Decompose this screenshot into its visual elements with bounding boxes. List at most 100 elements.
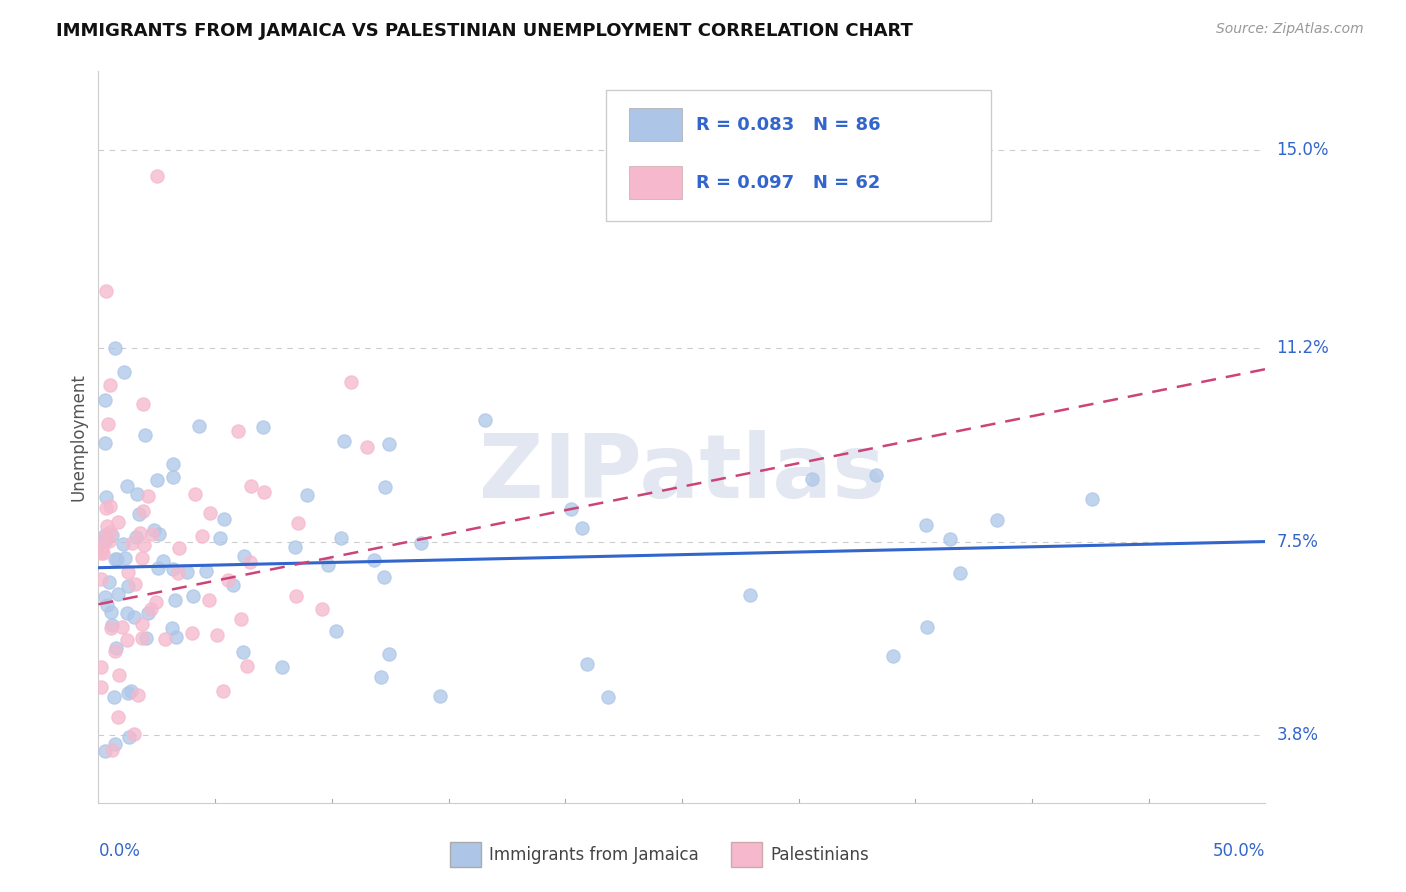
Point [91, 546, 114, 560]
Point [124, 576, 146, 591]
Point [253, 485, 276, 500]
Point [915, 620, 938, 634]
Point [132, 397, 155, 411]
Point [209, 531, 232, 545]
Point [90, 681, 112, 695]
Point [120, 684, 142, 698]
Point [101, 617, 124, 632]
Point [575, 657, 598, 672]
Point [94, 590, 117, 604]
Point [148, 561, 170, 575]
Point [101, 528, 124, 542]
Point [104, 737, 127, 751]
Point [222, 578, 245, 592]
Text: Palestinians: Palestinians [770, 846, 869, 863]
Point [146, 169, 169, 183]
Point [232, 645, 254, 659]
Point [239, 555, 262, 569]
Point [165, 631, 187, 645]
Point [233, 549, 256, 563]
Point [378, 647, 401, 661]
Point [1081, 491, 1104, 506]
Point [167, 541, 190, 555]
Point [129, 526, 152, 541]
Point [160, 621, 183, 635]
Point [181, 589, 204, 603]
Point [96, 518, 118, 533]
Point [986, 514, 1008, 528]
Point [195, 564, 218, 578]
Point [118, 731, 141, 745]
Point [284, 590, 307, 604]
Text: 0.0%: 0.0% [98, 842, 141, 860]
Point [94, 284, 117, 298]
Point [148, 527, 170, 541]
Point [94, 436, 117, 450]
Point [94, 534, 117, 549]
Point [283, 540, 305, 554]
Point [191, 529, 214, 543]
Point [131, 631, 153, 645]
Point [124, 610, 146, 624]
Point [143, 524, 166, 538]
Point [949, 566, 972, 581]
Point [217, 573, 239, 587]
Point [131, 551, 153, 566]
Point [98, 500, 121, 514]
Point [98, 525, 121, 540]
Point [98, 574, 121, 589]
Point [188, 419, 211, 434]
Point [117, 579, 139, 593]
Point [146, 473, 169, 487]
Point [94, 392, 117, 407]
Point [107, 587, 129, 601]
Point [162, 562, 184, 576]
Text: Immigrants from Jamaica: Immigrants from Jamaica [489, 846, 699, 863]
Point [125, 487, 148, 501]
Point [198, 506, 221, 520]
Point [356, 440, 378, 454]
Point [115, 478, 138, 492]
Point [91, 542, 114, 557]
Point [104, 644, 127, 658]
Point [325, 624, 347, 638]
Point [135, 631, 157, 645]
Point [167, 566, 190, 581]
Point [596, 690, 619, 704]
Point [96, 417, 118, 432]
Point [121, 536, 143, 550]
Point [474, 412, 496, 426]
Point [90, 660, 112, 674]
Y-axis label: Unemployment: Unemployment [69, 373, 87, 501]
Point [738, 588, 761, 602]
Point [231, 612, 253, 626]
Point [98, 377, 121, 392]
Point [153, 632, 176, 647]
Point [295, 488, 318, 502]
Point [333, 434, 356, 448]
FancyBboxPatch shape [606, 90, 991, 221]
Point [239, 478, 262, 492]
Point [141, 527, 163, 541]
Point [108, 667, 131, 681]
Point [139, 602, 162, 616]
Point [162, 469, 184, 483]
Point [311, 602, 333, 616]
Point [122, 727, 145, 741]
Point [915, 518, 938, 533]
Point [131, 617, 153, 632]
Point [409, 535, 432, 549]
Point [429, 690, 451, 704]
Text: 15.0%: 15.0% [1277, 141, 1329, 159]
Point [136, 489, 159, 503]
Point [212, 683, 235, 698]
Point [134, 538, 156, 552]
Point [100, 605, 122, 619]
Point [101, 743, 124, 757]
Point [136, 607, 159, 621]
Point [107, 516, 129, 530]
Point [152, 553, 174, 567]
Point [800, 472, 823, 486]
Text: R = 0.083   N = 86: R = 0.083 N = 86 [696, 116, 880, 134]
FancyBboxPatch shape [630, 167, 682, 200]
